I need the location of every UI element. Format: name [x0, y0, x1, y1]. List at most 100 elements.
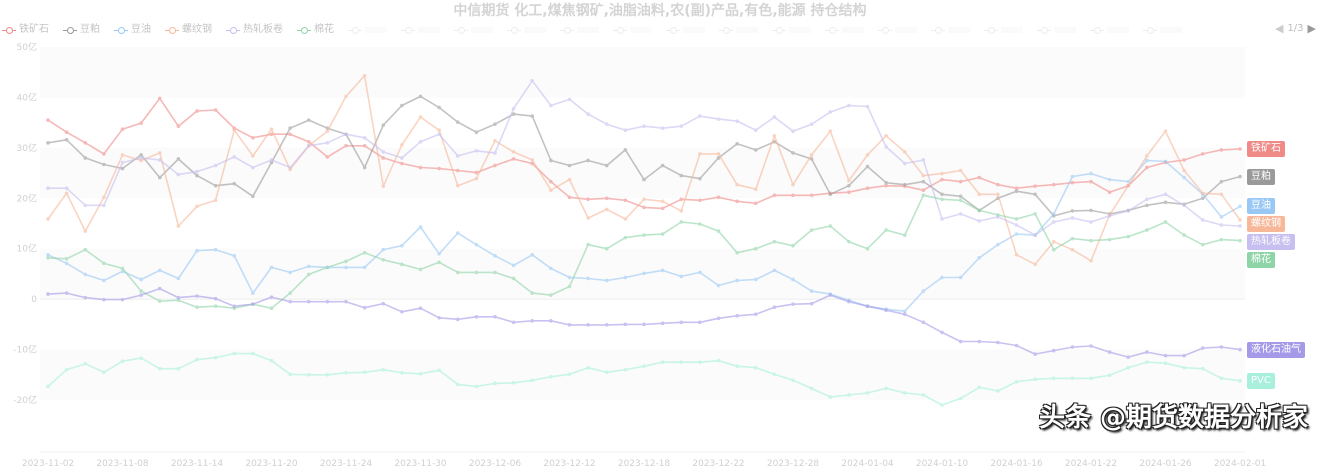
data-point [1089, 259, 1093, 263]
legend-item[interactable]: 铁矿石 [2, 24, 49, 36]
data-point [1200, 242, 1205, 247]
legend-item-hidden[interactable] [401, 24, 440, 36]
data-point [753, 365, 758, 370]
data-point [660, 206, 665, 211]
data-point [642, 205, 646, 210]
data-point [1014, 189, 1019, 194]
data-point [772, 372, 777, 377]
data-point [251, 351, 255, 356]
legend-prev-page-icon[interactable]: ◀ [1274, 22, 1284, 35]
data-point [102, 195, 106, 200]
legend-item-hidden[interactable] [507, 24, 546, 36]
data-point [772, 239, 777, 244]
data-point [139, 356, 143, 360]
data-point [176, 276, 181, 281]
data-point [176, 157, 181, 161]
data-point [902, 150, 907, 154]
data-point [735, 199, 739, 204]
legend-item-hidden[interactable] [772, 24, 811, 36]
data-point [139, 293, 143, 297]
data-point [1219, 376, 1224, 381]
legend-item-hidden[interactable] [454, 24, 493, 36]
watermark: 头条 @期货数据分析家 [1038, 403, 1308, 433]
data-point [176, 124, 181, 128]
data-point [698, 152, 702, 156]
data-point [157, 175, 162, 180]
data-point [437, 132, 441, 137]
data-point [269, 127, 274, 131]
data-point [213, 247, 218, 252]
data-point [437, 368, 441, 373]
data-point [642, 124, 646, 128]
data-point [1238, 174, 1242, 179]
legend-item-hidden[interactable] [931, 24, 970, 36]
data-point [344, 94, 348, 99]
data-point [493, 253, 497, 258]
data-point [809, 386, 814, 391]
legend-item-hidden[interactable] [1143, 24, 1182, 36]
data-point [344, 259, 348, 264]
legend-item[interactable]: 热轧板卷 [226, 24, 283, 36]
data-point [604, 246, 609, 251]
data-point [46, 292, 50, 296]
legend-item[interactable]: 螺纹钢 [165, 24, 212, 36]
data-point [828, 192, 833, 197]
legend-item[interactable]: 棉花 [297, 24, 334, 36]
data-point [493, 270, 497, 275]
data-point [828, 224, 833, 228]
y-axis: 50亿 40亿 30亿 20亿 10亿 0 -10亿 -20亿 [13, 41, 1245, 406]
legend-item-hidden[interactable] [984, 24, 1023, 36]
data-point [139, 156, 143, 160]
x-tick-label: 2023-11-20 [245, 459, 298, 469]
data-point [753, 148, 758, 152]
data-point [83, 272, 88, 277]
data-point [1089, 344, 1093, 348]
legend-item-hidden[interactable] [825, 24, 864, 36]
legend-item-hidden[interactable] [560, 24, 599, 36]
data-point [940, 177, 944, 182]
data-point [623, 217, 628, 221]
legend-marker-icon [825, 26, 839, 34]
data-point [232, 304, 237, 309]
data-point [847, 178, 851, 183]
data-point [1089, 220, 1093, 224]
legend-item-hidden[interactable] [666, 24, 705, 36]
data-point [1033, 262, 1037, 267]
data-point [623, 322, 628, 327]
data-point [269, 358, 274, 363]
legend-item-hidden[interactable] [348, 24, 387, 36]
legend-item[interactable]: 豆油 [114, 24, 151, 36]
data-point [1238, 224, 1242, 228]
legend-item-hidden[interactable] [1037, 24, 1076, 36]
data-point [306, 144, 311, 148]
data-point [679, 320, 684, 325]
legend-label-faded [1054, 27, 1076, 33]
data-point [1182, 203, 1186, 208]
legend-item-hidden[interactable] [1090, 24, 1129, 36]
legend-item-hidden[interactable] [613, 24, 652, 36]
data-point [195, 169, 199, 174]
data-point [269, 158, 274, 162]
legend-item-hidden[interactable] [719, 24, 758, 36]
data-point [1126, 355, 1131, 359]
legend-label-faded [524, 27, 546, 33]
data-point [567, 275, 572, 280]
y-tick-label: 40亿 [17, 91, 37, 103]
data-point [660, 163, 665, 168]
data-point [288, 165, 292, 170]
data-point [623, 367, 628, 372]
legend-item[interactable]: 豆粕 [63, 24, 100, 36]
series-lines [46, 73, 1242, 407]
plot-band [40, 198, 1245, 249]
data-point [958, 212, 963, 216]
data-point [642, 271, 646, 276]
data-point [902, 161, 907, 166]
data-point [884, 228, 888, 232]
data-point [1051, 212, 1056, 216]
legend-next-page-icon[interactable]: ▶ [1307, 22, 1316, 35]
legend-item-hidden[interactable] [878, 24, 917, 36]
data-point [120, 359, 125, 363]
data-point [996, 340, 1000, 345]
legend-label-faded [1160, 27, 1182, 33]
data-point [46, 141, 50, 145]
